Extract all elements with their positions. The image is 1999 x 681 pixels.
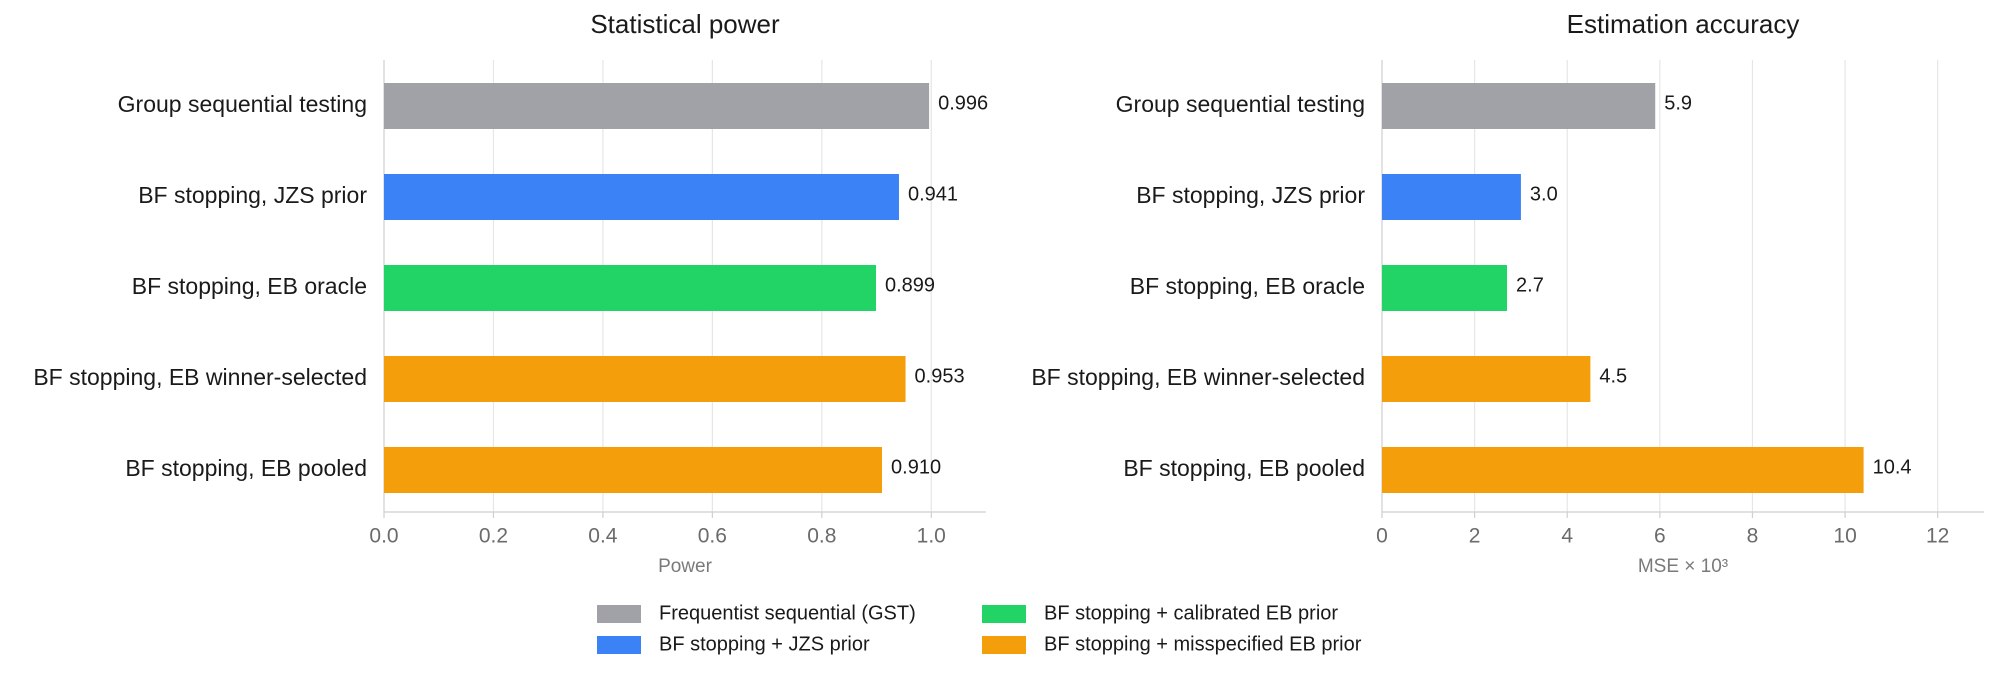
value-label: 0.953: [915, 365, 965, 387]
tick-label: 0.2: [479, 525, 508, 548]
legend-label: BF stopping + calibrated EB prior: [1044, 602, 1338, 624]
bar: [384, 265, 876, 311]
tick-label: 2: [1469, 525, 1481, 548]
category-label: BF stopping, JZS prior: [1136, 182, 1365, 208]
tick-label: 0.0: [369, 525, 398, 548]
value-label: 4.5: [1599, 365, 1627, 387]
legend-swatch: [597, 605, 641, 623]
tick-label: 4: [1561, 525, 1573, 548]
value-label: 0.941: [908, 183, 958, 205]
bar: [1382, 174, 1521, 220]
bar: [384, 356, 906, 402]
category-label: BF stopping, EB winner-selected: [1031, 364, 1365, 390]
legend-swatch: [597, 636, 641, 654]
legend-label: BF stopping + misspecified EB prior: [1044, 633, 1362, 655]
tick-label: 6: [1654, 525, 1666, 548]
x-axis-label: MSE × 10³: [1638, 556, 1728, 577]
bar: [384, 83, 930, 129]
tick-label: 1.0: [917, 525, 946, 548]
chart-title: Statistical power: [590, 9, 780, 39]
power-chart: Statistical power Group sequential testin…: [33, 9, 988, 577]
category-label: BF stopping, EB pooled: [1123, 455, 1365, 481]
category-label: BF stopping, JZS prior: [138, 182, 367, 208]
bar: [384, 447, 883, 493]
value-label: 0.910: [891, 456, 941, 478]
category-label: Group sequential testing: [1116, 91, 1365, 117]
value-label: 0.899: [885, 274, 935, 296]
category-label: BF stopping, EB pooled: [125, 455, 367, 481]
legend-swatch: [982, 605, 1026, 623]
tick-label: 12: [1926, 525, 1949, 548]
chart-title: Estimation accuracy: [1567, 9, 1800, 39]
value-label: 10.4: [1873, 456, 1912, 478]
value-label: 0.996: [938, 92, 988, 114]
tick-label: 0.4: [588, 525, 618, 548]
accuracy-chart: Estimation accuracy Group sequential test…: [1031, 9, 1984, 577]
category-label: BF stopping, EB oracle: [132, 273, 367, 299]
bar: [384, 174, 899, 220]
bar: [1382, 265, 1508, 311]
tick-label: 10: [1833, 525, 1856, 548]
category-label: BF stopping, EB oracle: [1130, 273, 1365, 299]
category-label: BF stopping, EB winner-selected: [33, 364, 367, 390]
legend: Frequentist sequential (GST) BF stopping …: [597, 602, 1362, 655]
bar: [1382, 447, 1864, 493]
tick-label: 0: [1376, 525, 1388, 548]
x-axis-label: Power: [658, 556, 713, 577]
tick-label: 8: [1747, 525, 1759, 548]
value-label: 3.0: [1530, 183, 1558, 205]
legend-label: BF stopping + JZS prior: [659, 633, 870, 655]
value-label: 2.7: [1516, 274, 1544, 296]
legend-label: Frequentist sequential (GST): [659, 602, 916, 624]
bar: [1382, 83, 1656, 129]
legend-swatch: [982, 636, 1026, 654]
tick-label: 0.8: [807, 525, 836, 548]
category-label: Group sequential testing: [118, 91, 367, 117]
bar: [1382, 356, 1591, 402]
tick-label: 0.6: [698, 525, 727, 548]
value-label: 5.9: [1664, 92, 1692, 114]
